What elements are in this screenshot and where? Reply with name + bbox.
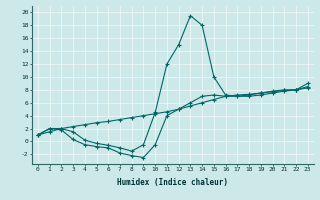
X-axis label: Humidex (Indice chaleur): Humidex (Indice chaleur): [117, 178, 228, 187]
